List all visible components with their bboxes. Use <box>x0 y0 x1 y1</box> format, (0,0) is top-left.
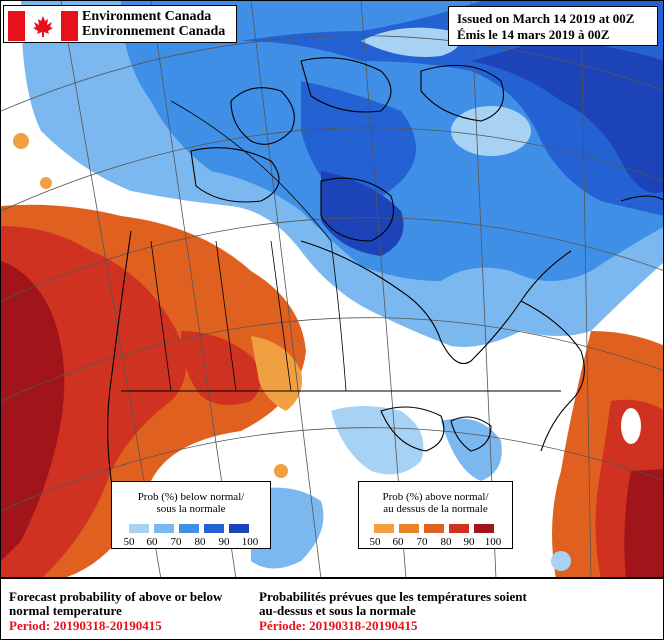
legend-below-tick: 80 <box>194 536 206 548</box>
forecast-map <box>0 0 664 578</box>
legend-above-swatch <box>424 524 444 533</box>
legend-below-normal: Prob (%) below normal/ sous la normale 5… <box>111 481 271 549</box>
legend-below-title-en: Prob (%) below normal/ <box>137 491 245 503</box>
coastlines <box>107 57 663 532</box>
legend-above-tick: 90 <box>463 536 475 548</box>
issued-fr: Émis le 14 mars 2019 à 00Z <box>457 27 610 42</box>
above-normal-region-east <box>552 331 663 577</box>
agency-name-fr: Environnement Canada <box>82 24 226 39</box>
graticule-lines <box>1 1 663 577</box>
legend-above-title-fr: au dessus de la normale <box>383 503 488 515</box>
map-canvas <box>1 1 663 577</box>
legend-below-swatch <box>129 524 149 533</box>
legend-below-title-fr: sous la normale <box>156 503 226 515</box>
legend-above-swatch <box>399 524 419 533</box>
legend-above-tick: 60 <box>392 536 404 548</box>
caption-fr-line1: Probabilités prévues que les température… <box>259 589 527 604</box>
canada-flag-icon <box>8 11 78 41</box>
legend-below-swatch <box>179 524 199 533</box>
legend-above-normal: Prob (%) above normal/ au dessus de la n… <box>358 481 513 549</box>
footer-caption: Forecast probability of above or below n… <box>0 578 664 640</box>
legend-above-tick: 80 <box>440 536 452 548</box>
legend-above-tick: 100 <box>484 536 502 548</box>
legend-above-tick: 50 <box>369 536 381 548</box>
legend-below-swatch <box>154 524 174 533</box>
agency-name-en: Environment Canada <box>82 9 212 24</box>
legend-above-title-en: Prob (%) above normal/ <box>382 491 489 503</box>
legend-above-tick: 70 <box>416 536 428 548</box>
agency-header: Environment Canada Environnement Canada <box>3 5 237 43</box>
issued-en: Issued on March 14 2019 at 00Z <box>457 11 635 26</box>
caption-en-line2: normal temperature <box>9 603 122 618</box>
issue-date-box: Issued on March 14 2019 at 00Z Émis le 1… <box>448 6 658 46</box>
period-fr: Période: 20190318-20190415 <box>259 618 418 633</box>
legend-above-swatch <box>374 524 394 533</box>
legend-below-tick: 60 <box>146 536 158 548</box>
legend-below-swatch <box>204 524 224 533</box>
legend-above-swatch <box>474 524 494 533</box>
legend-below-tick: 100 <box>241 536 259 548</box>
period-en: Period: 20190318-20190415 <box>9 618 162 633</box>
province-borders <box>150 100 347 392</box>
legend-below-swatch <box>229 524 249 533</box>
legend-below-tick: 50 <box>123 536 135 548</box>
legend-below-tick: 70 <box>170 536 182 548</box>
caption-fr-line2: au-dessus et sous la normale <box>259 603 416 618</box>
caption-en-line1: Forecast probability of above or below <box>9 589 223 604</box>
legend-above-swatch <box>449 524 469 533</box>
legend-below-tick: 90 <box>218 536 230 548</box>
